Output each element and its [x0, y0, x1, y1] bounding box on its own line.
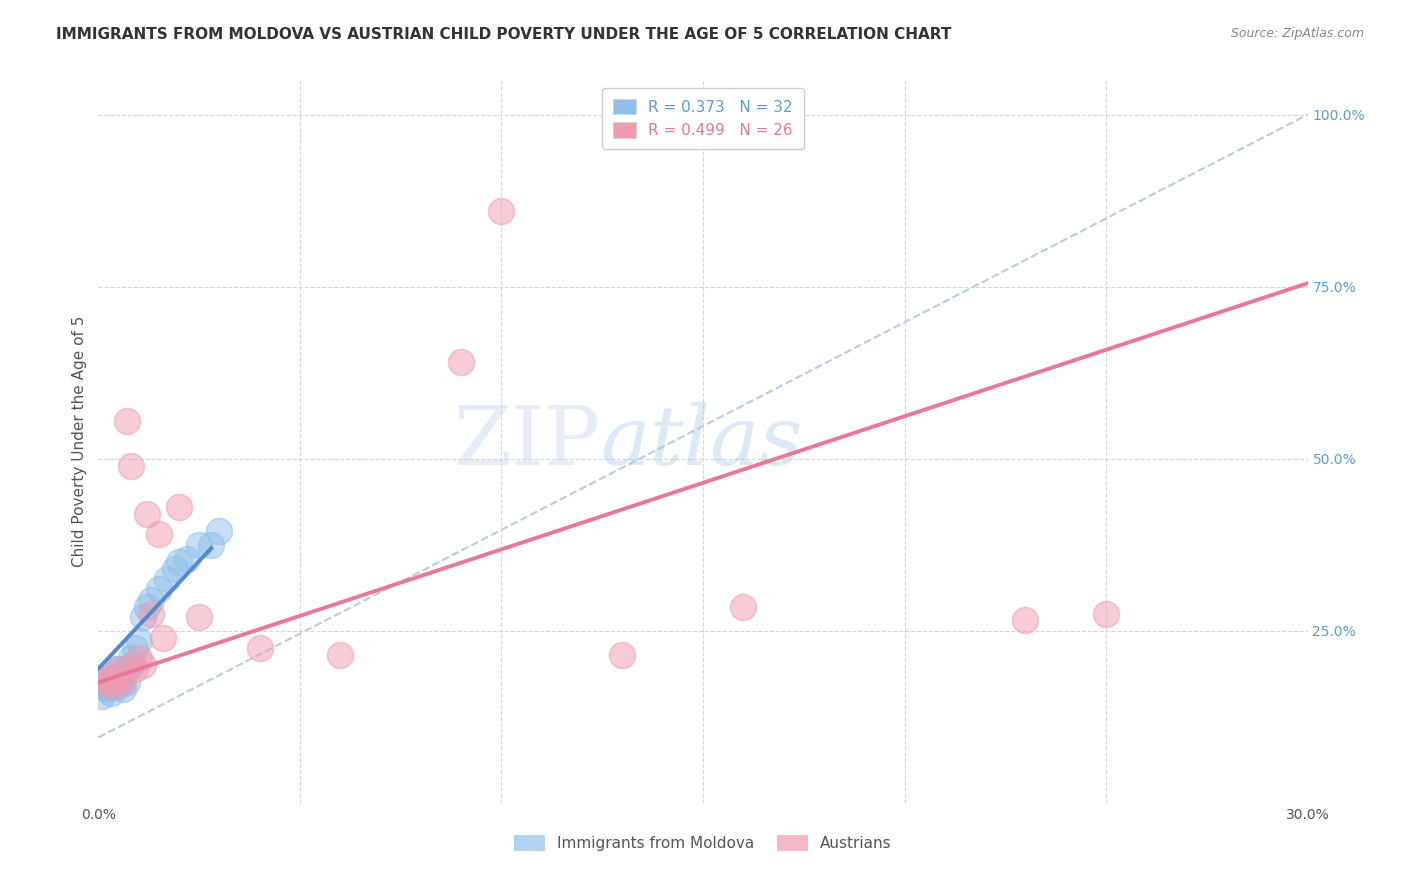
Point	[124, 662, 146, 676]
Point	[135, 599, 157, 614]
Point	[148, 527, 170, 541]
Text: atlas: atlas	[600, 401, 803, 482]
Point	[128, 634, 150, 648]
Point	[208, 524, 231, 538]
Point	[450, 355, 472, 369]
Point	[96, 682, 118, 697]
Point	[329, 648, 352, 662]
Point	[111, 682, 134, 697]
Point	[100, 686, 122, 700]
Point	[176, 551, 198, 566]
Y-axis label: Child Poverty Under the Age of 5: Child Poverty Under the Age of 5	[72, 316, 87, 567]
Legend: Immigrants from Moldova, Austrians: Immigrants from Moldova, Austrians	[505, 826, 901, 860]
Point	[96, 675, 118, 690]
Point	[148, 582, 170, 597]
Point	[188, 610, 211, 624]
Point	[91, 675, 114, 690]
Point	[107, 679, 129, 693]
Point	[100, 675, 122, 690]
Point	[103, 672, 125, 686]
Point	[491, 204, 513, 219]
Point	[1014, 614, 1036, 628]
Point	[107, 668, 129, 682]
Point	[111, 668, 134, 682]
Point	[128, 651, 150, 665]
Point	[132, 610, 155, 624]
Point	[120, 658, 142, 673]
Text: Source: ZipAtlas.com: Source: ZipAtlas.com	[1230, 27, 1364, 40]
Point	[107, 675, 129, 690]
Point	[167, 555, 190, 569]
Point	[163, 562, 186, 576]
Point	[188, 538, 211, 552]
Point	[152, 631, 174, 645]
Point	[96, 679, 118, 693]
Point	[115, 675, 138, 690]
Point	[124, 640, 146, 655]
Point	[733, 599, 755, 614]
Point	[107, 662, 129, 676]
Point	[103, 675, 125, 690]
Point	[96, 672, 118, 686]
Point	[135, 507, 157, 521]
Point	[156, 572, 179, 586]
Point	[167, 500, 190, 514]
Point	[139, 592, 162, 607]
Point	[132, 658, 155, 673]
Point	[115, 662, 138, 676]
Point	[200, 538, 222, 552]
Point	[249, 640, 271, 655]
Point	[120, 458, 142, 473]
Point	[103, 662, 125, 676]
Point	[139, 607, 162, 621]
Text: IMMIGRANTS FROM MOLDOVA VS AUSTRIAN CHILD POVERTY UNDER THE AGE OF 5 CORRELATION: IMMIGRANTS FROM MOLDOVA VS AUSTRIAN CHIL…	[56, 27, 952, 42]
Point	[100, 679, 122, 693]
Point	[115, 414, 138, 428]
Point	[111, 675, 134, 690]
Text: ZIP: ZIP	[453, 401, 600, 482]
Point	[612, 648, 634, 662]
Point	[91, 689, 114, 703]
Point	[1095, 607, 1118, 621]
Point	[100, 668, 122, 682]
Point	[103, 679, 125, 693]
Point	[107, 662, 129, 676]
Point	[120, 651, 142, 665]
